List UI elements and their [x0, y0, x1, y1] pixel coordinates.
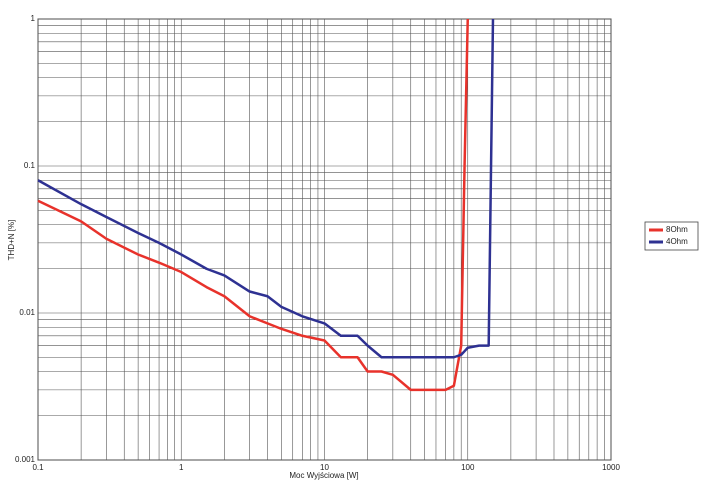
y-axis-label: THD+N [%]	[7, 220, 16, 261]
y-tick-label: 0.1	[24, 161, 36, 170]
y-tick-label: 0.001	[15, 455, 36, 464]
x-tick-label: 10	[320, 463, 329, 472]
x-axis-label: Moc Wyjściowa [W]	[289, 471, 358, 480]
line-series	[37, 18, 495, 359]
legend-box	[644, 221, 699, 251]
x-tick-label: 100	[461, 463, 475, 472]
y-tick-label: 0.01	[19, 308, 35, 317]
x-tick-label: 0.1	[32, 463, 44, 472]
y-tick-label: 1	[31, 14, 36, 23]
x-tick-label: 1	[179, 463, 184, 472]
legend-label: 8Ohm	[666, 225, 688, 234]
x-tick-label: 1000	[602, 463, 620, 472]
legend-label: 4Ohm	[666, 237, 688, 246]
line-series	[37, 18, 469, 392]
